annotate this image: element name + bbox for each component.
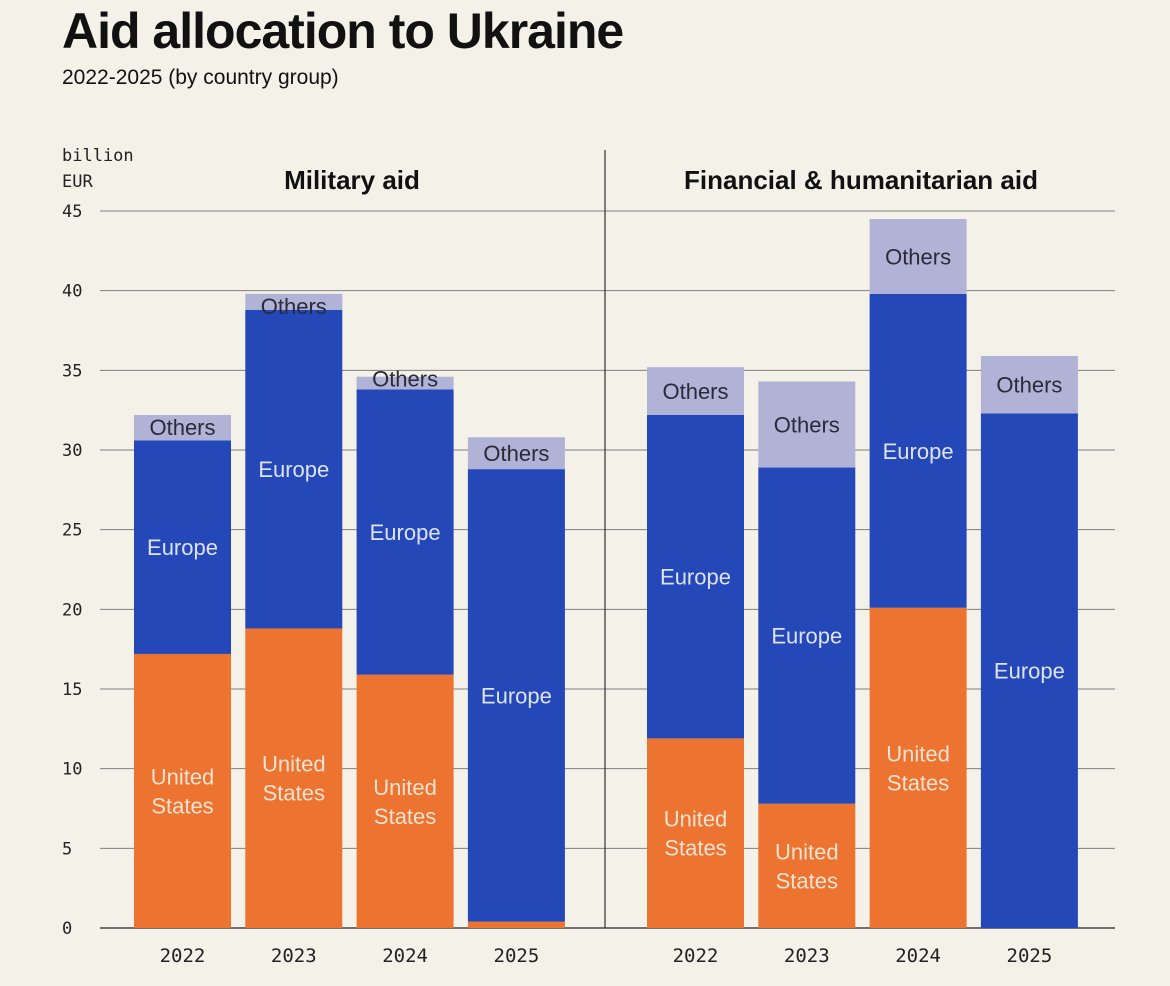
bar-segment	[869, 607, 967, 928]
y-tick-label: 10	[62, 760, 82, 780]
y-axis-unit-label: EUR	[62, 172, 93, 192]
bar-segment	[245, 293, 343, 310]
x-tick-label: 2024	[382, 945, 428, 967]
y-tick-label: 40	[62, 282, 82, 302]
y-tick-label: 0	[62, 919, 72, 939]
bar-segment-label: States	[263, 781, 325, 806]
bar-segment-label: Others	[996, 373, 1062, 398]
bar-segment	[869, 293, 967, 608]
bar-segment-label: United	[373, 775, 437, 800]
x-tick-label: 2023	[784, 945, 830, 967]
x-tick-label: 2022	[160, 945, 206, 967]
bar-segment-label: United	[262, 752, 326, 777]
bar-segment	[245, 309, 343, 629]
bar-segment-label: Europe	[660, 565, 731, 590]
bar-segment	[758, 381, 856, 468]
chart-title: Aid allocation to Ukraine	[62, 3, 624, 59]
bar-segment-label: Others	[149, 415, 215, 440]
x-tick-label: 2025	[494, 945, 540, 967]
bar-segment-label: United	[886, 741, 950, 766]
bar-segment-label: Europe	[883, 439, 954, 464]
bar-segment-label: United	[664, 807, 728, 832]
bar-segment	[245, 628, 343, 928]
bar-segment	[980, 413, 1078, 928]
bar-segment	[467, 469, 565, 922]
bar-segment-label: States	[776, 868, 838, 893]
bar-segment-label: Europe	[771, 624, 842, 649]
bar-segment	[758, 467, 856, 804]
bar-segment	[134, 414, 231, 441]
bar-segment	[134, 653, 231, 928]
bar-segment	[758, 803, 856, 928]
bar-segment-label: Others	[261, 294, 327, 319]
x-tick-label: 2025	[1007, 945, 1053, 967]
bar-segment-label: Europe	[481, 683, 552, 708]
bar-segment-label: Others	[483, 441, 549, 466]
x-tick-label: 2024	[895, 945, 941, 967]
y-tick-label: 15	[62, 680, 82, 700]
x-tick-label: 2022	[673, 945, 719, 967]
y-axis-unit-label: billion	[62, 146, 134, 166]
bar-segment	[647, 414, 744, 739]
bar-segment	[356, 389, 454, 675]
x-tick-label: 2023	[271, 945, 317, 967]
bar-segment-label: Europe	[370, 520, 441, 545]
y-tick-label: 5	[62, 839, 72, 859]
bar-segment-label: States	[887, 770, 949, 795]
bar-segment-label: Others	[662, 379, 728, 404]
bar-segment	[134, 440, 231, 654]
bar-segment	[356, 674, 454, 928]
bar-segment	[467, 437, 565, 470]
bar-segment	[467, 921, 565, 928]
y-tick-label: 20	[62, 600, 82, 620]
bar-segment	[647, 367, 744, 415]
bar-segment-label: Others	[774, 413, 840, 438]
bar-segment-label: Others	[372, 367, 438, 392]
y-tick-label: 25	[62, 521, 82, 541]
y-tick-label: 35	[62, 361, 82, 381]
bar-segment	[647, 738, 744, 928]
bar-segment-label: Europe	[994, 659, 1065, 684]
bar-segment-label: Europe	[258, 457, 329, 482]
bar-segment	[869, 218, 967, 294]
y-tick-label: 30	[62, 441, 82, 461]
bar-segment-label: States	[374, 804, 436, 829]
bar-segment-label: States	[664, 836, 726, 861]
panel-title: Financial & humanitarian aid	[684, 165, 1038, 195]
bar-segment-label: Europe	[147, 535, 218, 560]
panel-title: Military aid	[284, 165, 420, 195]
bar-segment-label: United	[151, 764, 215, 789]
bar-segment-label: United	[775, 839, 839, 864]
bar-segment-label: Others	[885, 244, 951, 269]
bar-segment-label: States	[151, 793, 213, 818]
y-tick-label: 45	[62, 202, 82, 222]
bar-segment	[980, 355, 1078, 414]
bar-segment	[356, 376, 454, 390]
chart-subtitle: 2022-2025 (by country group)	[62, 66, 339, 89]
